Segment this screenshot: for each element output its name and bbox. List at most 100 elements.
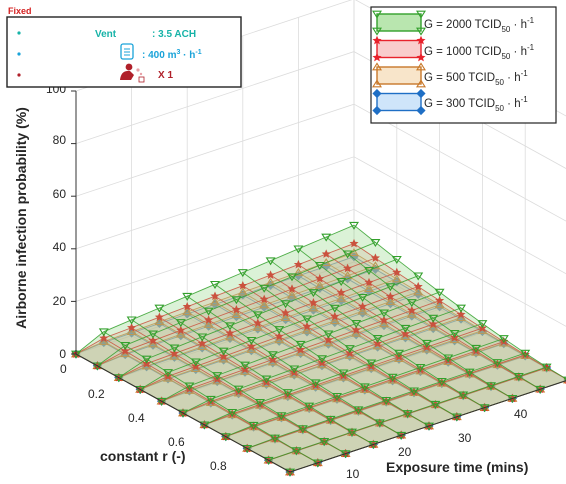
surface-marker <box>169 344 180 353</box>
surface-marker <box>372 35 382 45</box>
surface-marker <box>285 468 295 477</box>
t-tick-label: 30 <box>458 431 472 445</box>
mesh-line <box>325 236 541 390</box>
surface-marker <box>391 255 402 264</box>
surface-marker <box>471 344 481 353</box>
surface-marker <box>372 10 382 19</box>
surface-marker <box>98 328 109 337</box>
surface-marker <box>372 105 382 116</box>
z-tick-label: 0 <box>59 347 66 361</box>
surface-triangle-down <box>71 221 566 477</box>
r-tick-label: 0.8 <box>210 459 227 473</box>
axes <box>71 90 566 473</box>
t-tick-label: 20 <box>398 445 412 459</box>
surface-patch <box>356 312 406 339</box>
surface-marker <box>240 361 250 370</box>
surface-marker <box>92 362 103 371</box>
surface-marker <box>416 10 426 19</box>
surface-marker <box>385 283 396 292</box>
mesh-line <box>270 282 485 408</box>
flow-value-main: : 400 m <box>142 50 177 61</box>
legend-label-500: G = 500 TCID50 · h-1 <box>424 69 528 87</box>
surface-marker <box>308 298 318 307</box>
surface-marker <box>259 284 270 293</box>
surface-marker <box>464 368 475 377</box>
surface-marker <box>323 330 334 339</box>
surface-patch <box>476 338 526 363</box>
surface-patch <box>448 348 498 372</box>
surface-marker <box>456 309 466 319</box>
surface-marker <box>330 311 340 321</box>
surface-patch <box>371 353 421 378</box>
surface-marker <box>259 300 270 309</box>
surface-marker <box>416 62 426 71</box>
surface-patch <box>161 388 211 413</box>
surface-marker <box>302 321 312 331</box>
surface-marker <box>338 369 349 378</box>
surface-marker <box>210 297 220 306</box>
surface-marker <box>178 409 188 418</box>
surface-marker <box>477 320 488 329</box>
surface-marker <box>336 293 347 302</box>
surface-marker <box>379 309 389 318</box>
surface-patch <box>140 376 190 402</box>
surface-marker <box>175 319 186 328</box>
legend: G = 2000 TCID50 · h-1 G = 1000 TCID50 · … <box>370 6 557 124</box>
surface-marker <box>120 342 131 351</box>
surface-marker <box>231 296 242 305</box>
surface-marker <box>406 299 417 308</box>
z-tick-label: 20 <box>53 294 67 308</box>
surface-marker <box>449 330 460 339</box>
surface-marker <box>231 304 241 314</box>
surface-marker <box>113 374 124 383</box>
mesh-line <box>353 224 566 380</box>
surface-marker <box>281 308 291 317</box>
legend-swatch-triangle-down <box>372 10 426 36</box>
surface-marker <box>302 325 312 334</box>
surface-patch <box>469 362 519 386</box>
surface-marker <box>218 347 229 356</box>
surface-marker <box>492 359 503 368</box>
surface-marker <box>400 324 411 333</box>
surface-marker <box>248 421 259 430</box>
surface-patch <box>76 338 126 366</box>
surface-marker <box>310 379 321 388</box>
surface-marker <box>287 290 297 299</box>
surface-marker <box>293 245 304 254</box>
surface-marker <box>413 272 424 281</box>
surface-patch <box>390 275 440 303</box>
r-axis-title: constant r (-) <box>100 448 186 464</box>
surface-marker <box>357 293 368 302</box>
surface-patch <box>97 353 147 378</box>
surface-marker <box>304 402 315 411</box>
t-tick-label: 10 <box>346 467 360 481</box>
surface-marker <box>246 336 257 345</box>
surface-marker <box>293 259 303 269</box>
mesh-line <box>242 272 458 418</box>
surface-marker <box>237 269 248 278</box>
surface-patch <box>399 343 449 368</box>
surface-marker <box>321 249 331 258</box>
surface-marker <box>261 375 272 384</box>
surface-marker <box>154 317 165 326</box>
mesh-line <box>214 283 430 427</box>
surface-marker <box>347 428 357 437</box>
surface-patch <box>347 242 397 271</box>
surface-marker <box>372 335 383 344</box>
surface-marker <box>182 301 192 311</box>
surface-marker <box>387 373 398 382</box>
surface-marker <box>220 433 231 442</box>
surface-marker <box>407 305 417 315</box>
surface-marker <box>282 389 293 398</box>
surface-patch <box>97 354 147 378</box>
surface-marker <box>372 62 382 71</box>
surface-patch <box>384 302 434 329</box>
surface-marker <box>385 291 395 301</box>
surface-marker <box>280 300 291 309</box>
surface-marker <box>391 274 402 283</box>
surface-marker <box>364 284 374 293</box>
surface-marker <box>156 397 167 406</box>
surface-marker <box>372 52 382 62</box>
surface-patch <box>341 270 391 298</box>
surface-marker <box>336 287 346 297</box>
